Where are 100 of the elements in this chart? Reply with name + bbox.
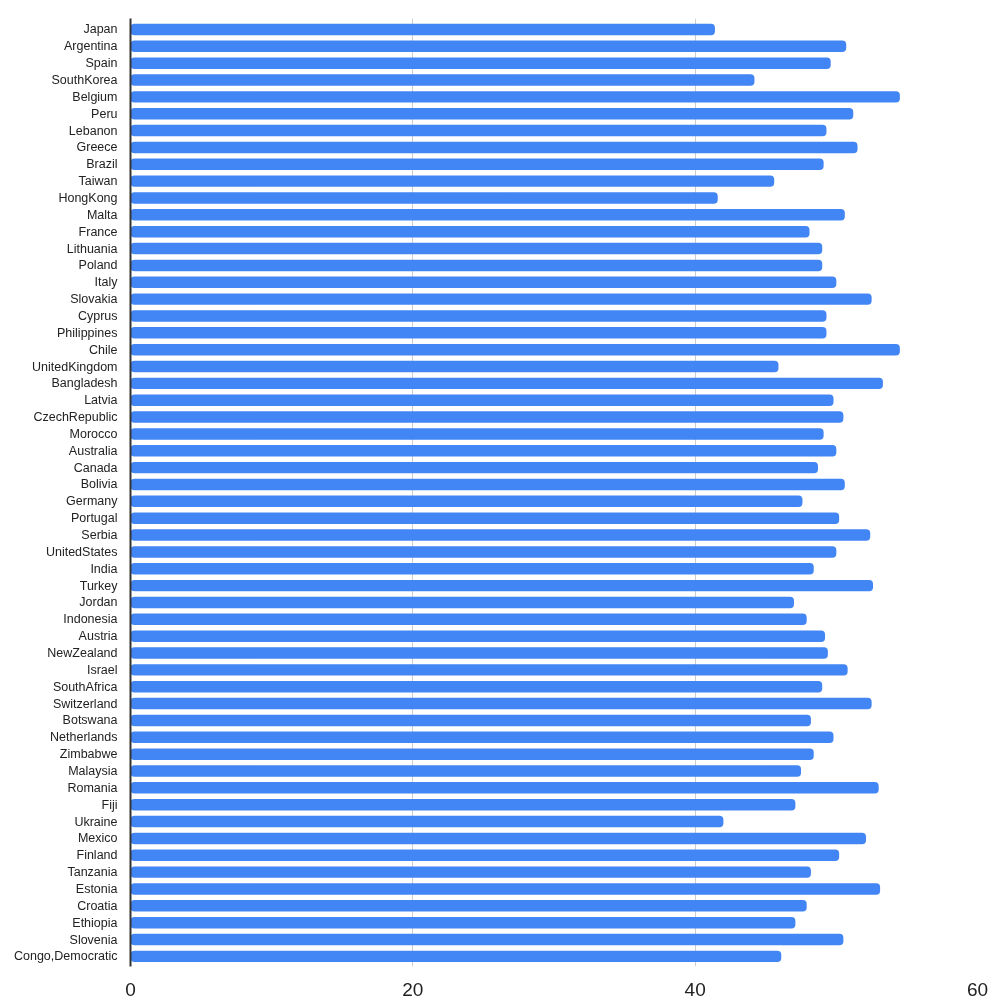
y-tick-label: SouthAfrica [52, 679, 118, 694]
bar [130, 579, 874, 592]
y-tick-label: Lithuania [66, 241, 118, 256]
bar [130, 478, 845, 491]
bar [130, 107, 854, 120]
y-tick-label: Philippines [57, 325, 118, 340]
bar [130, 731, 834, 744]
y-tick-label: UnitedStates [45, 544, 118, 559]
bar [130, 664, 848, 676]
y-tick-label: Latvia [84, 393, 118, 408]
y-tick-label: Ethiopia [72, 915, 118, 930]
bar [130, 883, 881, 895]
bar [130, 933, 844, 946]
y-tick-label: Finland [76, 848, 118, 863]
y-tick-label: UnitedKingdom [32, 359, 118, 374]
x-tick-label: 20 [402, 978, 424, 1000]
y-tick-label: Taiwan [78, 174, 118, 189]
bar [130, 798, 796, 811]
bar [130, 697, 872, 710]
bar [130, 310, 827, 322]
y-tick-label: Switzerland [52, 696, 118, 711]
y-tick-label: Congo,Democratic [13, 949, 118, 964]
y-tick-label: Germany [66, 494, 119, 509]
y-tick-label: Slovakia [70, 292, 118, 307]
y-tick-label: Tanzania [67, 865, 118, 880]
y-tick-label: Botswana [62, 713, 118, 728]
y-tick-label: Zimbabwe [59, 747, 118, 762]
y-tick-label: Malta [86, 207, 118, 222]
y-tick-label: Serbia [81, 528, 118, 543]
bar [130, 276, 837, 288]
bar [130, 175, 775, 187]
y-tick-label: Argentina [63, 39, 118, 54]
bar [130, 832, 866, 845]
y-tick-label: SouthKorea [51, 73, 118, 88]
bar [130, 411, 844, 423]
bar [130, 141, 858, 154]
bar [130, 225, 810, 238]
bar [130, 445, 837, 457]
y-tick-label: Peru [91, 106, 118, 121]
bar [130, 546, 837, 558]
bar [130, 748, 814, 760]
bar [130, 23, 715, 36]
bar [130, 916, 796, 929]
y-tick-label: Austria [78, 629, 118, 644]
y-tick-label: Slovenia [69, 932, 118, 947]
y-tick-label: Greece [76, 140, 118, 155]
bar [130, 630, 826, 642]
bar [130, 57, 831, 69]
bar [130, 74, 755, 86]
y-tick-label: Spain [85, 56, 118, 71]
y-tick-label: Lebanon [68, 123, 118, 138]
y-tick-label: Italy [94, 275, 119, 290]
y-tick-label: Portugal [70, 511, 118, 526]
y-tick-label: CzechRepublic [33, 410, 118, 425]
bar [130, 242, 823, 255]
bar [130, 563, 814, 575]
y-tick-label: Malaysia [68, 764, 118, 778]
bar [130, 512, 840, 524]
bar [130, 394, 834, 406]
bar [130, 259, 823, 272]
bar [130, 596, 794, 609]
y-tick-label: Brazil [86, 157, 118, 172]
y-tick-label: Morocco [69, 426, 118, 441]
bar [130, 343, 900, 356]
bar [130, 782, 879, 794]
y-tick-label: Estonia [75, 881, 118, 896]
bar [130, 495, 803, 508]
x-tick-label: 60 [966, 978, 989, 1000]
bar [130, 714, 811, 727]
bar [130, 158, 824, 171]
y-tick-label: Ukraine [74, 814, 118, 829]
y-tick-label: Israel [86, 662, 118, 677]
bar [130, 91, 900, 103]
y-tick-label: Indonesia [63, 612, 118, 627]
y-tick-label: Chile [89, 342, 118, 357]
bar [130, 360, 779, 373]
y-tick-label: Croatia [77, 898, 118, 913]
bar [130, 209, 845, 221]
bar [130, 815, 724, 828]
y-tick-label: Bolivia [80, 477, 118, 492]
bar [130, 765, 802, 777]
y-tick-label: Fiji [101, 797, 118, 812]
bar [130, 849, 840, 861]
bar [130, 613, 807, 626]
x-tick-label: 40 [684, 978, 706, 1000]
bar [130, 647, 828, 659]
y-tick-label: Romania [67, 780, 118, 795]
bar [130, 529, 871, 541]
bar [130, 40, 847, 53]
bar [130, 866, 811, 878]
y-tick-label: Australia [68, 443, 118, 458]
bar [130, 124, 827, 137]
y-tick-label: Mexico [77, 831, 118, 846]
bar [130, 950, 782, 963]
bar [130, 377, 883, 390]
y-tick-label: Jordan [79, 595, 118, 610]
x-tick-label: 0 [125, 978, 136, 1000]
bar [130, 681, 823, 693]
y-tick-label: France [78, 224, 118, 239]
y-tick-label: Bangladesh [51, 376, 118, 391]
